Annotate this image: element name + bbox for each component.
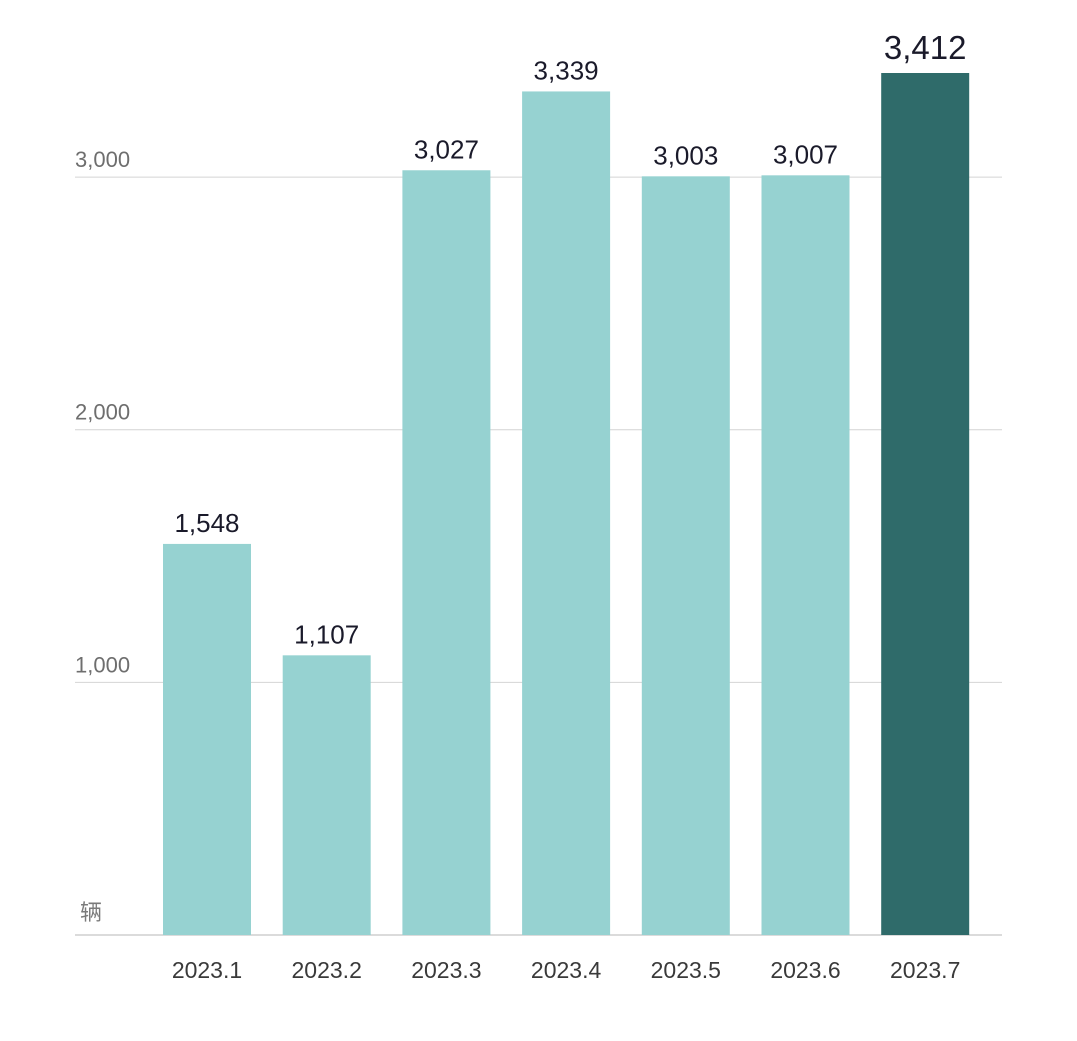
value-label-2023.5: 3,003 [653,140,718,170]
x-tick-label: 2023.5 [651,957,721,983]
x-tick-label: 2023.6 [770,957,840,983]
value-label-2023.7: 3,412 [884,29,967,66]
value-label-2023.4: 3,339 [534,55,599,85]
bars [163,73,970,936]
y-tick-label: 3,000 [75,147,130,172]
bar-2023.5 [641,176,730,935]
y-axis-unit-label: 辆 [80,901,102,926]
value-label-2023.2: 1,107 [294,619,359,649]
value-label-2023.1: 1,548 [174,508,239,538]
x-tick-label: 2023.2 [292,957,362,983]
bar-2023.4 [522,91,611,935]
axes: 辆 [80,901,102,926]
value-labels: 1,548 2023.1 1,107 2023.2 3,027 2023.3 3,339 20… [172,29,967,983]
x-tick-label: 2023.4 [531,957,602,983]
y-tick-label: 2,000 [75,400,130,425]
bar-2023.3 [402,170,491,936]
value-label-2023.3: 3,027 [414,134,479,164]
value-label-2023.6: 3,007 [773,139,838,169]
y-tick-label: 1,000 [75,652,130,677]
x-tick-label: 2023.1 [172,957,242,983]
bar-2023.6 [761,175,850,935]
x-tick-label: 2023.3 [411,957,481,983]
x-tick-label: 2023.7 [890,957,960,983]
bar-2023.1 [163,543,251,935]
bar-2023.2 [282,655,371,935]
bar-2023.7 [881,73,970,935]
